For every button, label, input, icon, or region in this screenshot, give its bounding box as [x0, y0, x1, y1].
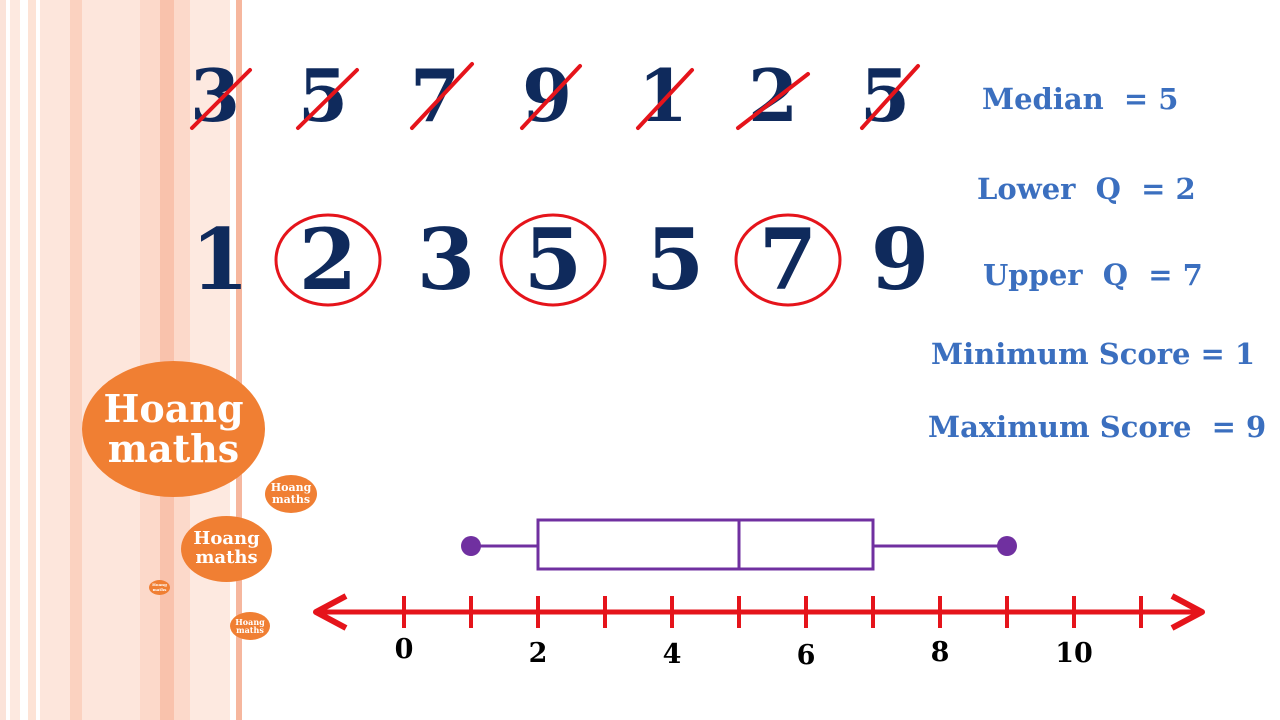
logo-text: maths — [108, 429, 239, 469]
logo-text: Hoang — [103, 389, 243, 429]
strike-line — [862, 66, 918, 128]
tick-label: 10 — [1044, 638, 1104, 669]
circle-upper-q — [736, 215, 840, 305]
median-circles — [276, 215, 840, 305]
minimum-stat: Minimum Score = 1 — [931, 337, 1255, 371]
logo-text: maths — [195, 549, 257, 568]
circle-lower-q — [276, 215, 380, 305]
strike-line — [412, 64, 472, 128]
strike-line — [738, 74, 808, 128]
box-plot — [461, 520, 1017, 569]
tick-label: 8 — [910, 637, 970, 668]
maximum-stat: Maximum Score = 9 — [928, 410, 1266, 444]
max-point — [997, 536, 1017, 556]
logo-badge-tiny: Hoang maths — [149, 580, 170, 595]
strike-marks — [192, 64, 918, 128]
lower-quartile-stat: Lower Q = 2 — [977, 172, 1196, 206]
circle-median — [501, 215, 605, 305]
number-line — [316, 596, 1202, 628]
tick-label: 4 — [642, 639, 702, 670]
min-point — [461, 536, 481, 556]
logo-badge-large: Hoang maths — [82, 361, 265, 497]
strike-line — [298, 70, 357, 128]
median-stat: Median = 5 — [982, 82, 1179, 116]
logo-text: maths — [236, 626, 264, 634]
logo-badge-medium: Hoang maths — [181, 516, 272, 582]
logo-badge-small: Hoang maths — [265, 475, 317, 513]
upper-quartile-stat: Upper Q = 7 — [983, 258, 1203, 292]
logo-text: maths — [153, 588, 167, 592]
tick-label: 6 — [776, 640, 836, 671]
strike-line — [522, 66, 580, 128]
tick-label: 2 — [508, 638, 568, 669]
strike-line — [192, 70, 250, 128]
logo-text: maths — [272, 494, 310, 506]
strike-line — [638, 70, 692, 128]
logo-badge-small-2: Hoang maths — [230, 612, 270, 640]
tick-label: 0 — [374, 634, 434, 665]
box — [538, 520, 873, 569]
